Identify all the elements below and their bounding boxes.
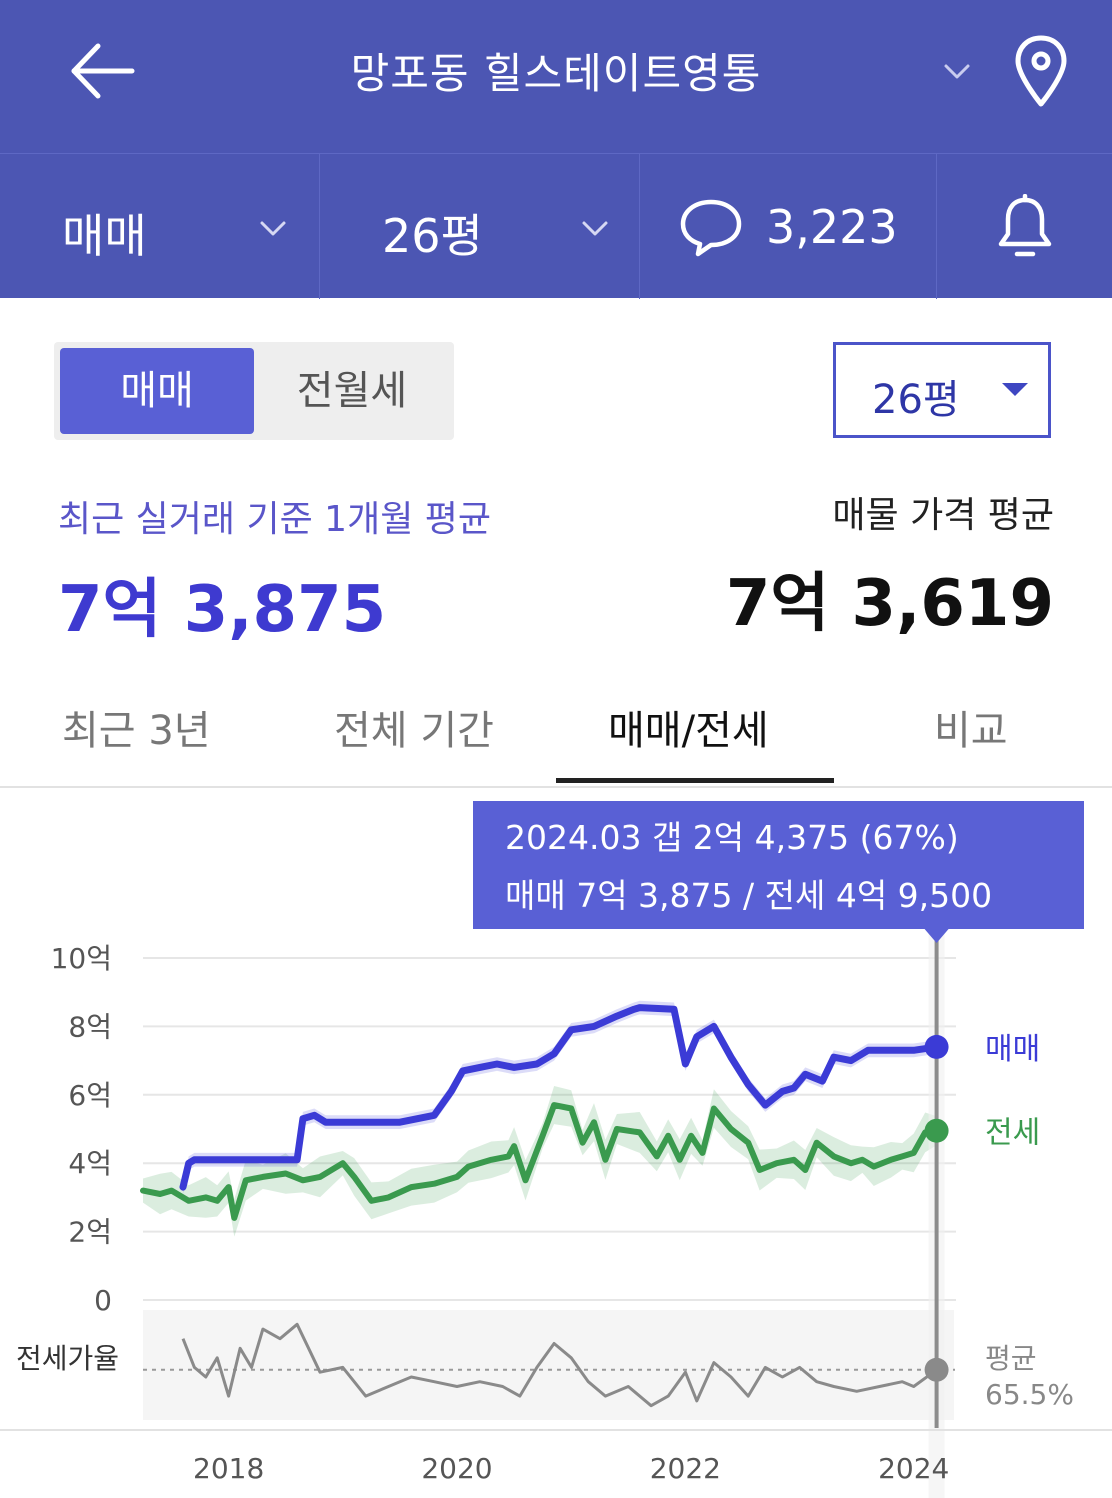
bell-icon [998,194,1052,257]
ratio-average-value: 65.5% [985,1378,1074,1411]
notification-button[interactable] [937,154,1112,299]
tab-recent-3y[interactable]: 최근 3년 [62,708,211,754]
page-title[interactable]: 망포동 힐스테이트영통 [350,49,762,98]
y-tick-label: 8억 [68,1010,112,1043]
legend-sale: 매매 [985,1032,1040,1067]
comment-count: 3,223 [766,200,898,254]
sale-endpoint-marker [924,1034,949,1059]
period-tabs: 최근 3년 전체 기간 매매/전세 비교 [0,668,1112,788]
y-tick-label: 4억 [68,1147,112,1180]
size-dropdown[interactable]: 26평 [320,154,640,299]
size-selector[interactable]: 26평 [833,342,1051,438]
caret-down-icon [1002,383,1028,396]
listing-avg-label: 매물 가격 평균 [832,495,1054,536]
y-tick-label: 6억 [68,1079,112,1112]
ratio-panel [143,1310,954,1420]
y-tick-label: 2억 [68,1216,112,1249]
sale-range-band [183,1000,937,1194]
active-tab-indicator [556,778,834,783]
sale-series-line [179,1004,941,1191]
chevron-down-icon [582,221,608,236]
recent-avg-label: 최근 실거래 기준 1개월 평균 [58,499,491,540]
speech-bubble-icon [680,199,742,257]
segment-sale[interactable]: 매매 [60,348,254,434]
size-value: 26평 [382,209,483,263]
x-tick-label: 2024 [878,1452,949,1485]
filter-row: 매매 26평 3,223 [0,153,1112,299]
title-row: 망포동 힐스테이트영통 [0,0,1112,152]
tab-sale-jeonse[interactable]: 매매/전세 [608,708,769,754]
location-pin-icon[interactable] [1010,32,1072,112]
tooltip-line-1: 2024.03 갭 2억 4,375 (67%) [505,818,959,857]
size-selector-value: 26평 [872,377,960,423]
ratio-label: 전세가율 [16,1342,119,1375]
x-tick-label: 2022 [650,1452,721,1485]
recent-avg-value: 7억 3,875 [58,573,387,647]
deal-type-value: 매매 [62,209,147,263]
y-tick-label: 0 [94,1284,112,1317]
y-tick-label: 10억 [51,942,112,975]
comments-button[interactable]: 3,223 [640,154,937,299]
deal-type-segment: 매매 전월세 [54,342,454,440]
chevron-down-icon [260,221,286,236]
back-arrow-icon[interactable] [68,36,138,106]
jeonse-range-band [143,1086,937,1237]
segment-rent[interactable]: 전월세 [296,368,408,414]
x-tick-label: 2018 [193,1452,264,1485]
tooltip-line-2: 매매 7억 3,875 / 전세 4억 9,500 [505,876,992,915]
tooltip-pointer [924,929,949,943]
listing-avg-value: 7억 3,619 [725,567,1054,641]
app-header: 망포동 힐스테이트영통 매매 26평 3,223 [0,0,1112,299]
ratio-endpoint-marker [924,1357,949,1382]
ratio-average-label: 평균 [985,1342,1037,1375]
tab-all-period[interactable]: 전체 기간 [334,708,494,754]
tooltip-box [473,801,1084,929]
deal-type-dropdown[interactable]: 매매 [0,154,320,299]
ratio-series-line [181,1322,938,1408]
chevron-down-icon[interactable] [940,56,974,86]
jeonse-endpoint-marker [924,1118,949,1143]
x-tick-label: 2020 [421,1452,492,1485]
legend-jeonse: 전세 [985,1116,1040,1151]
tab-compare[interactable]: 비교 [934,708,1008,754]
jeonse-series-line [140,1102,940,1221]
